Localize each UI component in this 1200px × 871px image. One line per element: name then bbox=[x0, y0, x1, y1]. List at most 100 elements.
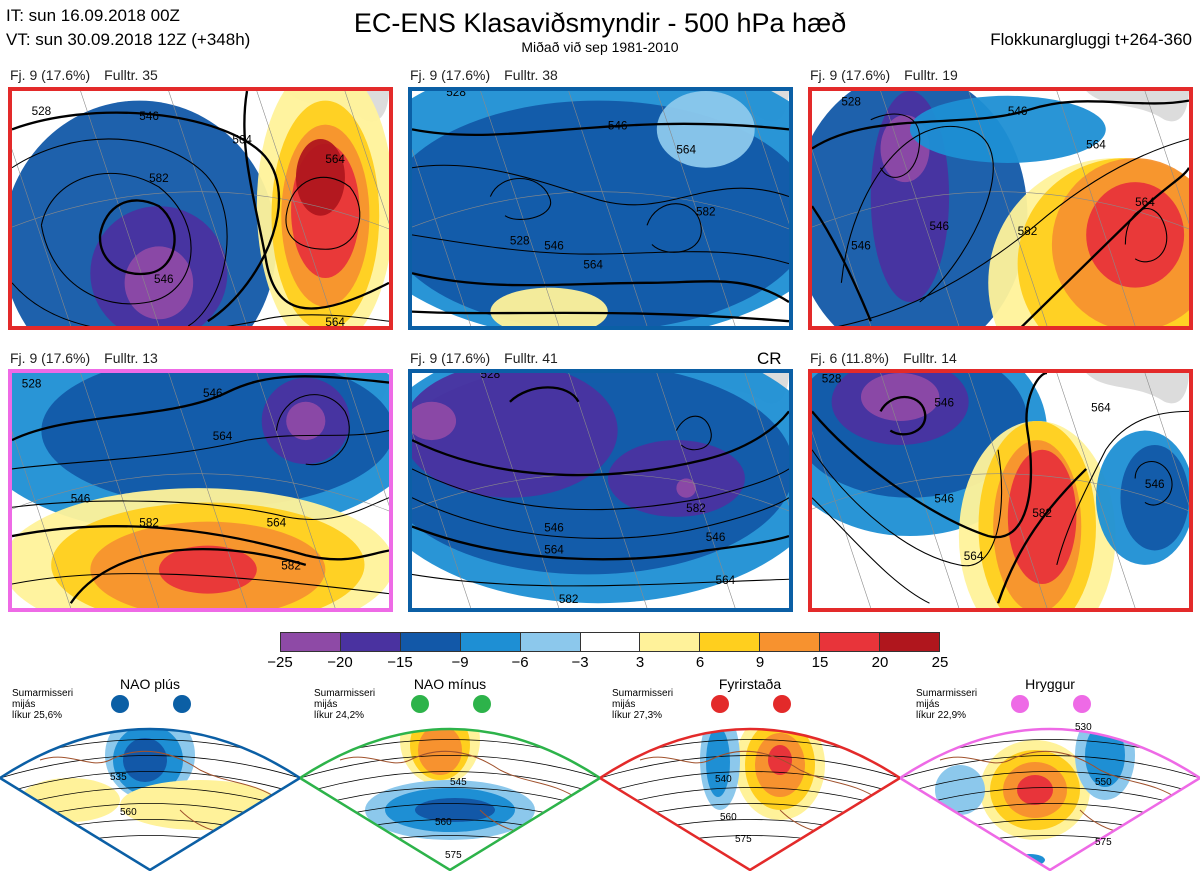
regime-marker-dot bbox=[1011, 695, 1029, 713]
cr-label: CR bbox=[757, 349, 782, 368]
regime-map-nao-minus[interactable]: 545 560 575 bbox=[300, 690, 600, 871]
anomaly-shading bbox=[676, 478, 696, 498]
map-panel-2[interactable]: 528 546 564 582 528 546 564 bbox=[408, 87, 793, 330]
regime-2-period: mijás bbox=[314, 699, 338, 710]
contour-label: 546 bbox=[1008, 105, 1028, 118]
contour-label: 582 bbox=[1018, 225, 1038, 238]
map-panel-5[interactable]: 528 546 564 582 546 564 582 bbox=[408, 369, 793, 612]
height-contour bbox=[412, 497, 789, 539]
graticule-line bbox=[568, 373, 648, 608]
contour-label: 582 bbox=[149, 172, 169, 185]
anomaly-shading bbox=[1086, 182, 1185, 288]
regime-marker-dot bbox=[1073, 695, 1091, 713]
height-contour bbox=[412, 573, 789, 587]
panel-5-label: Fj. 9 (17.6%) Fulltr. 41 bbox=[410, 350, 572, 366]
graticule-line bbox=[344, 91, 389, 225]
regime-4-season: Sumarmisseri bbox=[916, 688, 978, 699]
colorbar-tick: 25 bbox=[931, 654, 949, 671]
page-subtitle: Miðað við sep 1981-2010 bbox=[521, 39, 679, 55]
height-contour bbox=[1124, 208, 1168, 263]
height-contour bbox=[812, 449, 1003, 567]
graticule-line bbox=[12, 191, 389, 230]
panel-2-rep: Fulltr. 38 bbox=[504, 67, 558, 83]
graticule-line bbox=[656, 91, 736, 326]
panel-2-cluster: Fj. 9 (17.6%) bbox=[410, 67, 491, 83]
height-contour bbox=[600, 771, 900, 795]
contour-label: 530 bbox=[1075, 722, 1092, 733]
height-contour bbox=[1134, 460, 1173, 506]
height-contour bbox=[412, 122, 789, 137]
regime-marker-dot bbox=[173, 695, 191, 713]
graticule-line bbox=[168, 373, 248, 608]
map-svg: 528 546 564 582 546 564 564 bbox=[12, 91, 389, 326]
height-contour bbox=[812, 205, 872, 322]
colorbar-tick: −25 bbox=[267, 654, 293, 671]
colorbar-tick: −15 bbox=[387, 654, 413, 671]
map-svg: 528 546 564 582 564 546 546 bbox=[812, 91, 1189, 326]
height-contour bbox=[900, 755, 1200, 779]
contour-label: 582 bbox=[1032, 507, 1052, 520]
height-contour bbox=[900, 787, 1200, 811]
panel-2-label: Fj. 9 (17.6%) Fulltr. 38 bbox=[410, 67, 572, 83]
height-contour bbox=[12, 573, 389, 595]
init-time: IT: sun 16.09.2018 00Z bbox=[6, 6, 180, 25]
regime-4-info: Sumarmisseri mijás líkur 22,9% bbox=[916, 688, 977, 721]
height-contour bbox=[879, 396, 927, 436]
graticule-line bbox=[656, 373, 736, 608]
panel-5-rep: Fulltr. 41 bbox=[504, 350, 558, 366]
graticule-line bbox=[812, 148, 872, 326]
map-svg: 528 546 564 582 546 546 564 bbox=[812, 373, 1189, 608]
graticule-line bbox=[568, 91, 648, 326]
panel-3-cluster: Fj. 9 (17.6%) bbox=[810, 67, 891, 83]
graticule-line bbox=[480, 91, 560, 326]
height-contour bbox=[600, 787, 900, 811]
regime-3-period: mijás bbox=[612, 699, 636, 710]
panel-1-cluster: Fj. 9 (17.6%) bbox=[10, 67, 91, 83]
panel-6-rep: Fulltr. 14 bbox=[903, 350, 957, 366]
regime-3-season: Sumarmisseri bbox=[612, 688, 674, 699]
contour-label: 564 bbox=[583, 259, 603, 272]
regime-4-period: mijás bbox=[916, 699, 940, 710]
height-contour bbox=[0, 755, 300, 779]
height-contour bbox=[812, 99, 1189, 150]
anomaly-shading bbox=[412, 401, 457, 441]
regime-map-ridge[interactable]: 530 550 575 bbox=[900, 690, 1200, 871]
height-contour bbox=[812, 373, 1048, 539]
graticule-line bbox=[812, 191, 1189, 230]
anomaly-shading bbox=[935, 765, 985, 815]
contour-label: 564 bbox=[325, 153, 345, 166]
colorbar-swatch bbox=[400, 633, 461, 651]
colorbar-swatch bbox=[340, 633, 401, 651]
contour-label: 564 bbox=[1091, 401, 1111, 414]
regime-map-nao-plus[interactable]: 535 560 bbox=[0, 690, 300, 871]
panel-6-cluster: Fj. 6 (11.8%) bbox=[810, 350, 890, 366]
colorbar-swatch bbox=[520, 633, 581, 651]
anomaly-shading bbox=[656, 91, 755, 168]
map-panel-6[interactable]: 528 546 564 582 546 546 564 bbox=[808, 369, 1193, 612]
contour-label: 528 bbox=[510, 235, 530, 248]
contour-label: 546 bbox=[930, 220, 950, 233]
contour-label: 546 bbox=[154, 273, 174, 286]
colorbar-tick: −6 bbox=[511, 654, 529, 671]
contour-label: 545 bbox=[450, 777, 467, 788]
map-panel-3[interactable]: 528 546 564 582 564 546 546 bbox=[808, 87, 1193, 330]
height-contour bbox=[412, 525, 789, 561]
graticule-line bbox=[12, 430, 72, 608]
graticule-line bbox=[412, 148, 472, 326]
height-contour bbox=[285, 176, 361, 250]
anomaly-shading bbox=[1017, 775, 1053, 805]
regime-map-blocking[interactable]: 540 560 575 bbox=[600, 690, 900, 871]
height-contour bbox=[12, 430, 389, 470]
regime-1-info: Sumarmisseri mijás líkur 25,6% bbox=[12, 688, 73, 721]
contour-label: 535 bbox=[110, 772, 127, 783]
contour-label: 582 bbox=[686, 502, 706, 515]
graticule-line bbox=[968, 91, 1048, 326]
height-contour bbox=[12, 524, 389, 561]
colorbar-tick: −3 bbox=[571, 654, 589, 671]
map-panel-4[interactable]: 528 546 564 582 546 564 582 bbox=[8, 369, 393, 612]
map-panel-1[interactable]: 528 546 564 582 546 564 564 bbox=[8, 87, 393, 330]
anomaly-shading bbox=[607, 440, 745, 517]
regime-field bbox=[900, 729, 1200, 870]
panel-1-label: Fj. 9 (17.6%) Fulltr. 35 bbox=[10, 67, 172, 83]
colorbar-tick: 20 bbox=[871, 654, 889, 671]
